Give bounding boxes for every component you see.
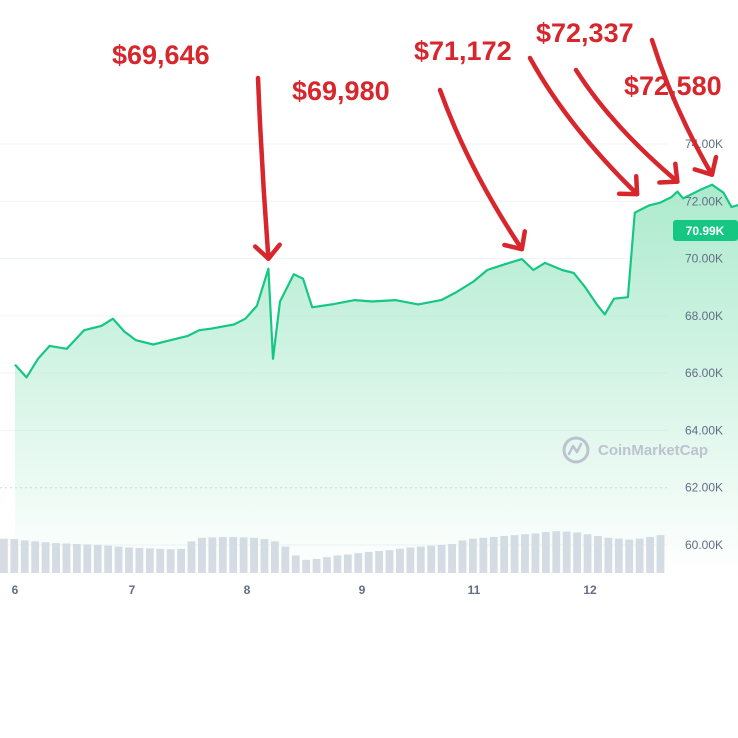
price-annotation: $72,580 <box>624 37 722 177</box>
price-area <box>15 184 738 573</box>
annotation-label: $69,646 <box>112 40 210 70</box>
y-tick-label: 66.00K <box>685 366 723 380</box>
watermark: CoinMarketCap <box>562 436 708 464</box>
x-tick-label: 6 <box>12 583 19 597</box>
y-tick-label: 70.00K <box>685 252 723 266</box>
y-tick-label: 68.00K <box>685 309 723 323</box>
coinmarketcap-logo-icon <box>562 436 590 464</box>
x-axis: 6 7 8 9 11 12 <box>12 583 597 597</box>
x-tick-label: 12 <box>583 583 597 597</box>
price-annotation: $69,980 <box>292 76 528 252</box>
y-tick-label: 64.00K <box>685 423 723 437</box>
annotation-arrowhead <box>692 154 719 177</box>
x-tick-label: 7 <box>129 583 136 597</box>
y-tick-label: 72.00K <box>685 194 723 208</box>
price-line <box>14 183 738 379</box>
x-tick-label: 9 <box>359 583 366 597</box>
current-price-badge: 70.99K <box>673 220 738 241</box>
annotation-label: $71,172 <box>414 36 512 66</box>
y-tick-label: 60.00K <box>685 538 723 552</box>
annotation-arrowhead <box>252 242 282 261</box>
annotation-label: $72,337 <box>536 18 634 48</box>
y-axis: 74.00K72.00K70.00K68.00K66.00K64.00K62.0… <box>685 137 723 552</box>
annotations: $69,646 $69,980 $71,172 $72,337$72,580 <box>112 18 722 261</box>
watermark-text: CoinMarketCap <box>598 442 708 459</box>
price-annotation: $69,646 <box>112 40 282 261</box>
annotation-arrow <box>527 55 640 197</box>
annotation-arrow <box>255 75 271 261</box>
annotation-arrowhead <box>502 229 528 252</box>
current-price-label: 70.99K <box>686 224 725 238</box>
volume-bar <box>0 538 8 573</box>
price-area-fill <box>15 184 738 573</box>
price-annotation: $72,337 <box>536 18 680 185</box>
annotation-label: $69,980 <box>292 76 390 106</box>
annotation-arrowhead <box>616 173 640 197</box>
price-line-group <box>14 183 738 379</box>
annotation-arrowhead <box>657 161 680 185</box>
volume-bar <box>10 539 19 573</box>
price-annotation: $71,172 <box>414 36 640 197</box>
y-tick-label: 62.00K <box>685 481 723 495</box>
annotation-arrow <box>649 37 715 177</box>
x-tick-label: 11 <box>468 583 481 597</box>
annotation-arrow <box>437 87 525 252</box>
annotation-arrow <box>573 67 680 184</box>
x-tick-label: 8 <box>244 583 251 597</box>
